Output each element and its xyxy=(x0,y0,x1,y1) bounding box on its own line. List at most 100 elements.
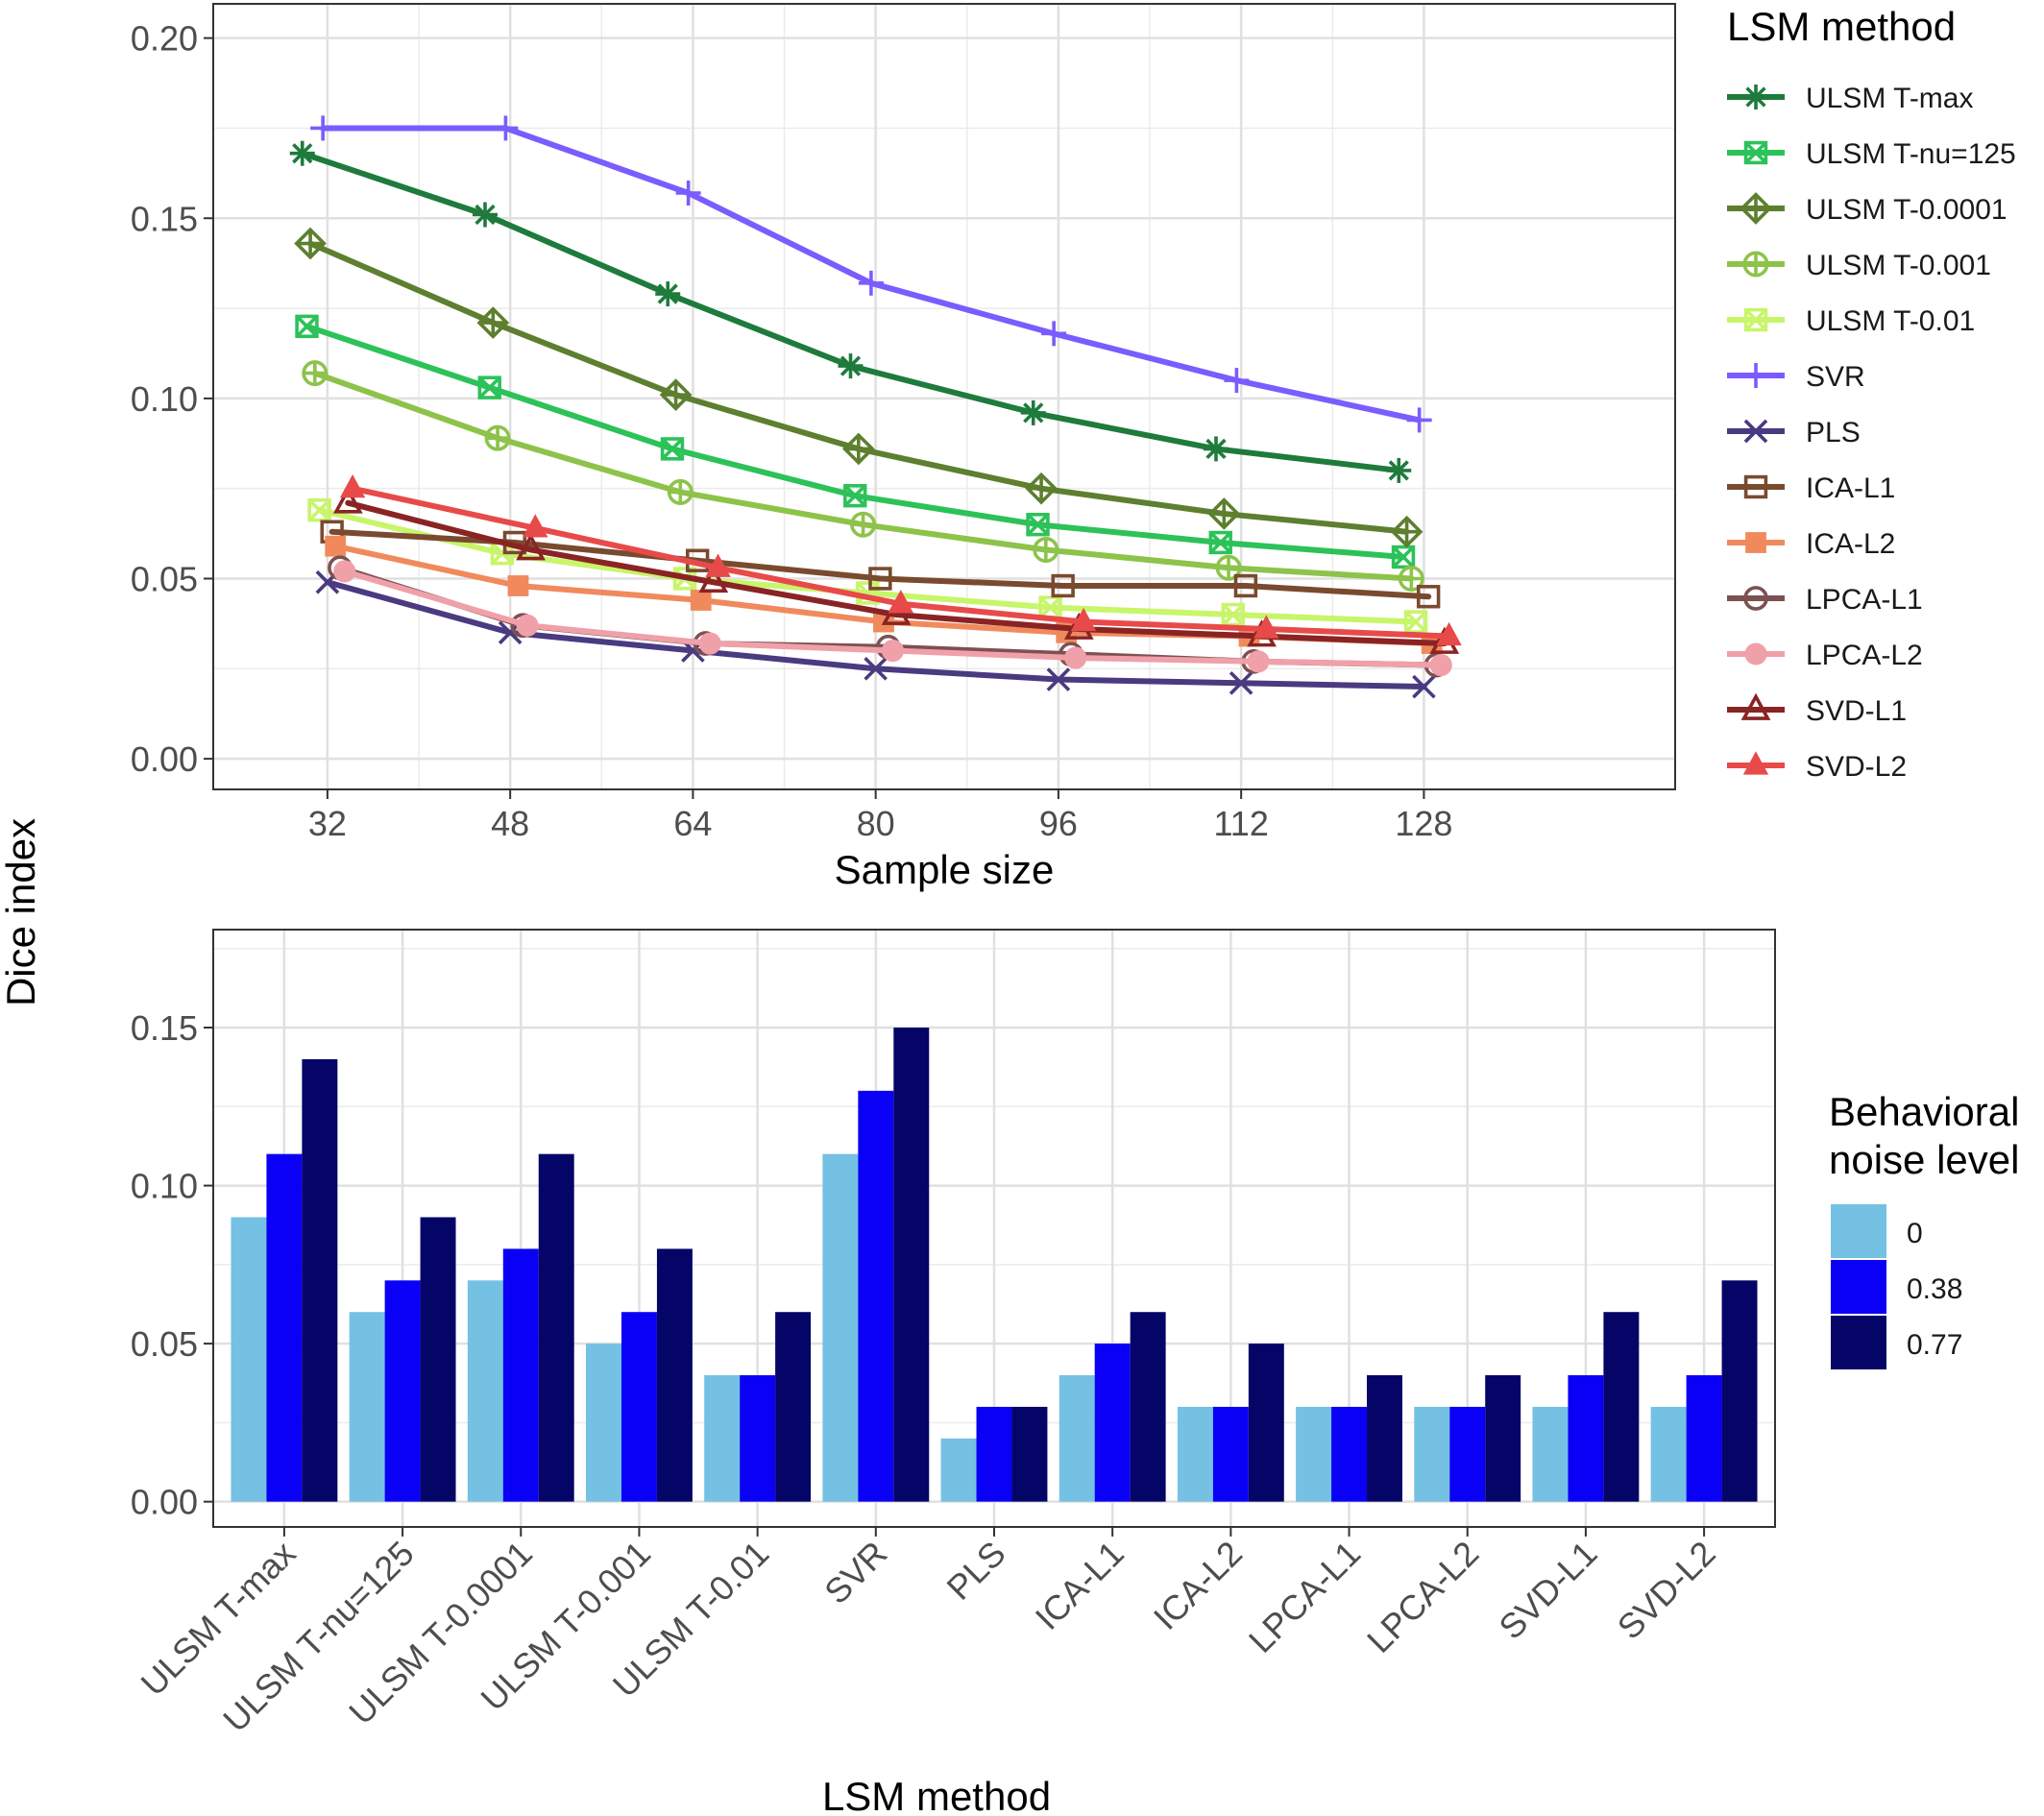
point-svd-l1 xyxy=(516,533,546,561)
bar-svr-noise-0-38 xyxy=(858,1090,894,1502)
bar-group-ica-l2 xyxy=(1177,1344,1284,1502)
point-ulsm-t-0-001 xyxy=(302,360,328,387)
bar-ulsm-t-0-01-noise-0-77 xyxy=(775,1312,812,1502)
bar-ulsm-t-nu-125-noise-0 xyxy=(349,1312,385,1502)
bar-ica-l2-noise-0-38 xyxy=(1212,1406,1249,1502)
point-ulsm-t-0-0001 xyxy=(1207,497,1241,530)
bar-chart-x-tick-label: ICA-L2 xyxy=(1146,1534,1250,1637)
point-pls xyxy=(1046,667,1071,691)
point-pls xyxy=(1229,670,1253,695)
bar-ulsm-t-nu-125-noise-0-77 xyxy=(420,1217,456,1502)
bar-ulsm-t-max-noise-0-38 xyxy=(266,1153,303,1502)
legend-label-svr: SVR xyxy=(1806,361,1865,393)
bar-chart-x-tick-label: LPCA-L1 xyxy=(1241,1534,1368,1660)
legend-key-marker xyxy=(1744,642,1767,666)
legend-item-ulsm-t-nu-125: ULSM T-nu=125 xyxy=(1727,138,2016,170)
bar-lpca-l2-noise-0 xyxy=(1414,1406,1450,1502)
bar-svd-l1-noise-0 xyxy=(1532,1406,1569,1502)
bar-chart-x-tick-label: LPCA-L2 xyxy=(1359,1534,1486,1660)
point-ulsm-t-max xyxy=(289,140,315,166)
point-lpca-l2 xyxy=(1429,653,1452,677)
legend-item-noise-0: 0 xyxy=(1831,1204,1923,1258)
line-chart-y-tick-label: 0.05 xyxy=(131,559,198,598)
legend-item-pls: PLS xyxy=(1727,417,1861,448)
point-svd-l2 xyxy=(1253,615,1279,639)
bar-svd-l1-noise-0-38 xyxy=(1568,1375,1604,1502)
bar-ulsm-t-0-01-noise-0 xyxy=(704,1375,741,1502)
point-ulsm-t-max xyxy=(1386,457,1412,483)
bar-ulsm-t-0-0001-noise-0-77 xyxy=(538,1153,574,1502)
point-ulsm-t-nu-125 xyxy=(1391,545,1416,569)
point-ulsm-t-max xyxy=(1203,436,1229,462)
line-chart-y-tick-label: 0.00 xyxy=(131,739,198,779)
point-ica-l1 xyxy=(1416,585,1441,609)
bar-group-ulsm-t-0-0001 xyxy=(467,1153,574,1502)
line-chart-x-tick-label: 128 xyxy=(1395,804,1452,843)
point-svd-l2 xyxy=(705,553,731,577)
legend-key-marker xyxy=(1743,474,1768,499)
point-ulsm-t-0-0001 xyxy=(841,432,875,466)
bar-pls-noise-0-77 xyxy=(1011,1406,1048,1502)
bar-ulsm-t-0-001-noise-0-38 xyxy=(620,1312,657,1502)
point-svr xyxy=(310,115,336,141)
point-ulsm-t-max xyxy=(838,353,864,379)
bar-group-pls xyxy=(940,1406,1048,1502)
point-ulsm-t-nu-125 xyxy=(843,483,867,508)
legend-item-ulsm-t-0-01: ULSM T-0.01 xyxy=(1727,305,1975,337)
line-chart-x-tick-label: 80 xyxy=(857,804,895,843)
bar-ulsm-t-0-001-noise-0 xyxy=(586,1344,621,1502)
legend-item-svd-l2: SVD-L2 xyxy=(1727,751,1907,783)
bar-chart-x-tick-label: SVD-L2 xyxy=(1610,1534,1723,1647)
point-ica-l1 xyxy=(1233,573,1258,598)
legend-item-svr: SVR xyxy=(1727,361,1865,393)
legend-item-lpca-l2: LPCA-L2 xyxy=(1727,640,1923,671)
point-ulsm-t-0-001 xyxy=(1033,536,1059,563)
point-svd-l1 xyxy=(698,565,729,593)
line-chart-panel-border xyxy=(212,3,1676,790)
point-ulsm-t-0-001 xyxy=(850,511,877,538)
point-ulsm-t-nu-125 xyxy=(660,437,685,461)
line-chart-x-tick-label: 96 xyxy=(1039,804,1078,843)
point-ulsm-t-0-0001 xyxy=(1025,472,1058,505)
bar-ica-l1-noise-0-77 xyxy=(1130,1312,1166,1502)
point-ulsm-t-max xyxy=(1020,400,1046,425)
bar-chart-y-tick-label: 0.05 xyxy=(131,1324,198,1364)
bar-group-ulsm-t-nu-125 xyxy=(349,1217,456,1502)
point-svr xyxy=(858,270,884,296)
legend-key-marker xyxy=(1743,363,1768,388)
legend-label-ulsm-t-0-0001: ULSM T-0.0001 xyxy=(1806,194,2008,226)
legend-key-marker xyxy=(1743,307,1768,332)
legend-label-svd-l2: SVD-L2 xyxy=(1806,751,1907,783)
line-chart-x-axis-title: Sample size xyxy=(835,847,1055,892)
legend-item-lpca-l1: LPCA-L1 xyxy=(1727,584,1923,616)
legend-item-noise-0-38: 0.38 xyxy=(1831,1260,1962,1314)
point-svd-l2 xyxy=(523,514,548,538)
point-lpca-l2 xyxy=(881,639,905,663)
line-chart: 0.00 0.05 0.10 0.15 0.20 32 48 64 80 96 112 128 Sa… xyxy=(131,3,2016,892)
point-ulsm-t-0-001 xyxy=(667,478,694,505)
legend-key-marker xyxy=(1743,85,1768,109)
bar-ulsm-t-max-noise-0 xyxy=(231,1217,267,1502)
bar-chart-x-tick-label: SVR xyxy=(816,1534,894,1611)
bar-ica-l2-noise-0 xyxy=(1177,1406,1213,1502)
line-chart-x-ticks: 32 48 64 80 96 112 128 xyxy=(308,789,1452,843)
point-ulsm-t-0-001 xyxy=(484,424,511,451)
point-ica-l2 xyxy=(507,575,529,596)
line-chart-x-tick-label: 48 xyxy=(491,804,529,843)
point-ulsm-t-0-0001 xyxy=(1390,515,1424,548)
point-ulsm-t-nu-125 xyxy=(1208,530,1232,555)
bar-svd-l2-noise-0-77 xyxy=(1721,1280,1758,1502)
point-ulsm-t-nu-125 xyxy=(295,314,319,339)
bar-svd-l1-noise-0-77 xyxy=(1603,1312,1640,1502)
point-lpca-l2 xyxy=(1064,646,1087,669)
bar-lpca-l1-noise-0-77 xyxy=(1367,1375,1402,1502)
bar-lpca-l1-noise-0 xyxy=(1296,1406,1332,1502)
point-lpca-l2 xyxy=(333,560,356,583)
bar-chart-x-tick-label: PLS xyxy=(939,1534,1013,1608)
point-svr xyxy=(493,115,519,141)
point-ulsm-t-0-01 xyxy=(1403,610,1428,634)
point-lpca-l2 xyxy=(516,614,539,637)
legend-label-ica-l1: ICA-L1 xyxy=(1806,472,1895,504)
legend-item-svd-l1: SVD-L1 xyxy=(1727,692,1907,727)
